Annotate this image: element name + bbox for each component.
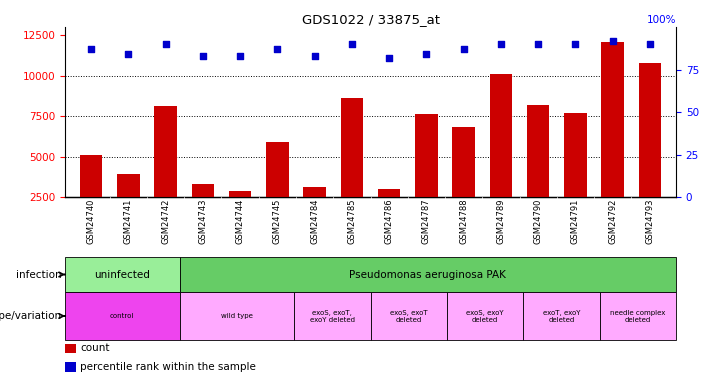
Bar [415,114,437,197]
Text: GSM24743: GSM24743 [198,199,207,244]
Bar [179,292,294,340]
Text: GSM24792: GSM24792 [608,199,617,244]
Bar [523,292,599,340]
Text: needle complex
deleted: needle complex deleted [610,309,665,322]
Point [383,55,395,61]
Point [421,51,432,57]
Bar [294,292,371,340]
Point [644,41,655,47]
Bar [639,63,661,197]
Bar [65,257,179,292]
Text: GSM24793: GSM24793 [646,199,655,244]
Text: control: control [110,313,135,319]
Text: GSM24744: GSM24744 [236,199,245,244]
Text: GSM24789: GSM24789 [496,199,505,244]
Text: exoS, exoY
deleted: exoS, exoY deleted [466,309,504,322]
Bar [179,257,676,292]
Text: GSM24745: GSM24745 [273,199,282,244]
Point [607,38,618,44]
Text: infection: infection [16,270,62,279]
Bar [117,174,139,197]
Point [197,53,208,59]
Text: percentile rank within the sample: percentile rank within the sample [81,362,256,372]
Bar [65,292,179,340]
Bar [447,292,523,340]
Text: GSM24787: GSM24787 [422,199,431,244]
Bar [490,74,512,197]
Text: GSM24740: GSM24740 [87,199,95,244]
Bar [229,190,251,197]
Point [160,41,171,47]
Text: GSM24788: GSM24788 [459,199,468,244]
Text: GSM24741: GSM24741 [124,199,132,244]
Bar [341,98,363,197]
Point [272,46,283,52]
Bar [527,105,550,197]
Point [570,41,581,47]
Title: GDS1022 / 33875_at: GDS1022 / 33875_at [301,13,440,26]
Bar [266,142,289,197]
Bar [65,344,76,353]
Text: GSM24784: GSM24784 [310,199,319,244]
Bar [378,189,400,197]
Point [86,46,97,52]
Text: exoS, exoT
deleted: exoS, exoT deleted [390,309,428,322]
Bar [371,292,447,340]
Point [346,41,358,47]
Text: GSM24786: GSM24786 [385,199,394,244]
Bar [191,184,214,197]
Bar [80,155,102,197]
Bar [564,113,587,197]
Point [496,41,507,47]
Point [533,41,544,47]
Point [123,51,134,57]
Text: exoS, exoT,
exoY deleted: exoS, exoT, exoY deleted [310,309,355,322]
Bar [599,292,676,340]
Bar [452,128,475,197]
Bar [154,106,177,197]
Text: GSM24791: GSM24791 [571,199,580,244]
Text: Pseudomonas aeruginosa PAK: Pseudomonas aeruginosa PAK [349,270,506,279]
Text: exoT, exoY
deleted: exoT, exoY deleted [543,309,580,322]
Text: genotype/variation: genotype/variation [0,311,62,321]
Text: count: count [81,344,110,353]
Text: wild type: wild type [221,313,253,319]
Bar [65,362,76,372]
Text: uninfected: uninfected [95,270,150,279]
Point [458,46,469,52]
Bar [304,187,326,197]
Text: GSM24742: GSM24742 [161,199,170,244]
Text: GSM24785: GSM24785 [348,199,356,244]
Text: 100%: 100% [646,15,676,25]
Text: GSM24790: GSM24790 [533,199,543,244]
Bar [601,42,624,197]
Point [309,53,320,59]
Point [235,53,246,59]
